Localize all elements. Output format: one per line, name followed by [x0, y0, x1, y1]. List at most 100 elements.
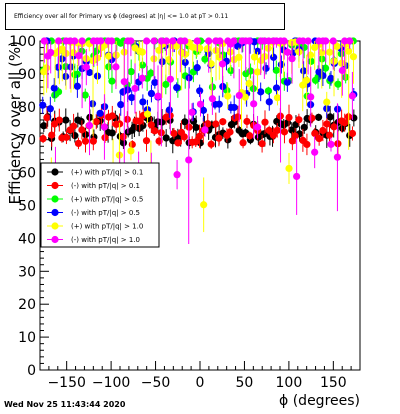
data-point [212, 120, 220, 128]
data-point [327, 140, 335, 148]
data-point [269, 131, 278, 139]
data-point [235, 53, 243, 61]
data-point [119, 133, 127, 141]
data-point [326, 113, 334, 121]
data-point [341, 37, 349, 45]
data-point [272, 84, 281, 92]
data-point [143, 110, 152, 118]
data-point [201, 55, 209, 63]
data-point [181, 58, 189, 67]
data-point [258, 140, 266, 148]
legend-box [40, 162, 160, 248]
data-point [315, 113, 323, 121]
data-point [193, 64, 201, 72]
legend-entry: (-) with pT/|q| > 0.1 [71, 182, 140, 190]
data-point [89, 137, 97, 145]
data-point [285, 164, 293, 173]
data-point [162, 134, 170, 142]
data-point [227, 66, 235, 75]
data-point [280, 128, 289, 136]
data-point [73, 70, 81, 78]
data-point [288, 55, 296, 63]
data-point [151, 78, 159, 87]
data-point [108, 37, 116, 45]
legend-marker [51, 195, 59, 203]
data-point [165, 56, 173, 64]
data-point [318, 48, 326, 57]
x-tick-label: 150 [320, 375, 347, 391]
data-point [75, 52, 83, 60]
data-point [43, 114, 51, 122]
data-point [265, 126, 273, 135]
data-point [100, 123, 109, 131]
data-point [173, 171, 181, 179]
data-point [81, 91, 89, 99]
data-point [151, 127, 159, 135]
data-point [203, 45, 212, 53]
data-point [196, 100, 205, 108]
data-point [307, 57, 315, 65]
data-point [269, 53, 278, 61]
data-point [230, 103, 238, 112]
data-point [172, 42, 181, 51]
data-point [319, 71, 327, 80]
data-point [162, 80, 170, 89]
data-point [325, 131, 334, 139]
data-point [196, 44, 204, 52]
x-tick-label: −100 [92, 375, 130, 391]
y-tick-label: 90 [18, 67, 36, 83]
data-point [246, 132, 254, 140]
data-point [174, 139, 182, 147]
data-point [39, 101, 47, 109]
data-point [192, 138, 200, 146]
data-point [334, 80, 342, 88]
data-point [322, 37, 330, 45]
data-point [138, 74, 146, 82]
data-point [47, 48, 55, 57]
data-point [338, 66, 346, 75]
data-point [69, 122, 78, 130]
data-point [253, 68, 262, 76]
y-tick-label: 10 [18, 330, 36, 346]
data-point [192, 123, 200, 132]
data-point [241, 93, 249, 101]
data-point [81, 137, 90, 145]
data-point [226, 128, 234, 136]
data-point [193, 37, 201, 45]
data-point [300, 67, 308, 75]
data-point [147, 121, 155, 129]
data-point [185, 156, 193, 164]
data-point [311, 129, 319, 138]
x-tick-label: 0 [196, 375, 205, 391]
data-point [71, 132, 79, 140]
legend-entry: (-) with pT/|q| > 0.5 [71, 209, 140, 217]
data-point [273, 94, 282, 102]
data-point [302, 76, 311, 84]
legend-entry: (+) with pT/|q| > 0.5 [71, 196, 143, 204]
chart-axes: 0 10 20 30 40 50 60 70 80 90 100 −150 −100 −50 0 50 100 1… [6, 34, 361, 409]
data-point [131, 84, 139, 93]
data-point [96, 109, 104, 117]
y-tick-label: 80 [18, 100, 36, 116]
data-point [188, 108, 196, 116]
data-point [307, 93, 315, 101]
data-point [108, 129, 116, 137]
data-point [139, 98, 147, 106]
data-point [333, 153, 342, 161]
data-point [127, 68, 135, 76]
data-point [308, 114, 316, 122]
data-point [62, 116, 70, 124]
data-point [323, 98, 331, 106]
data-point [78, 37, 86, 45]
legend-marker [51, 181, 59, 190]
data-point [330, 57, 338, 65]
x-tick-label: 50 [236, 375, 254, 391]
data-point [291, 132, 299, 140]
data-point [326, 48, 334, 56]
data-point [147, 69, 155, 77]
data-point [55, 37, 63, 45]
data-point [253, 123, 262, 131]
data-point [128, 94, 136, 102]
data-point [319, 126, 327, 135]
